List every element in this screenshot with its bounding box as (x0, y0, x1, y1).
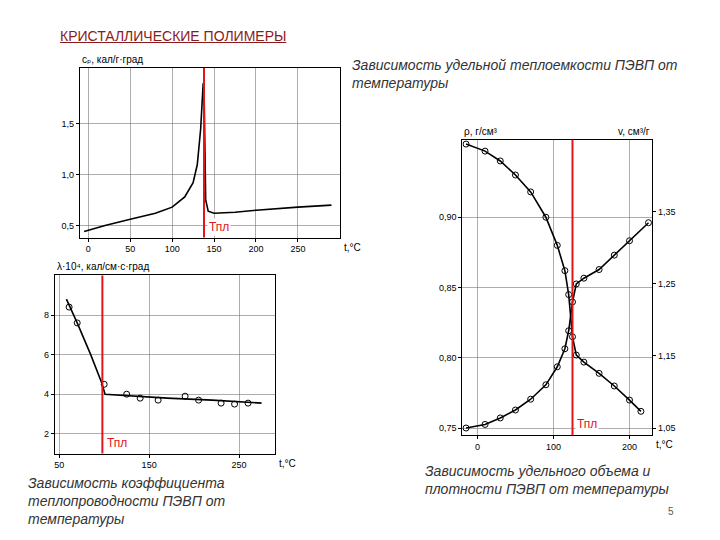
svg-text:λ·10⁴, кал/см·с·град: λ·10⁴, кал/см·с·град (57, 261, 149, 272)
html-text:5: 5 (668, 506, 674, 517)
svg-text:ρ, г/см³: ρ, г/см³ (464, 126, 498, 137)
svg-text:150: 150 (142, 460, 157, 470)
svg-text:cₚ, кал/г·град: cₚ, кал/г·град (82, 54, 143, 65)
svg-text:100: 100 (165, 244, 180, 254)
svg-text:200: 200 (622, 442, 637, 452)
svg-text:50: 50 (54, 460, 64, 470)
svg-text:250: 250 (290, 244, 305, 254)
svg-text:1,0: 1,0 (62, 170, 75, 180)
svg-text:1,5: 1,5 (62, 119, 75, 129)
svg-text:t,°C: t,°C (656, 439, 673, 450)
svg-text:100: 100 (546, 442, 561, 452)
svg-text:0,85: 0,85 (439, 283, 457, 293)
svg-text:t,°C: t,°C (279, 458, 296, 469)
svg-text:0,75: 0,75 (439, 423, 457, 433)
svg-text:50: 50 (125, 244, 135, 254)
svg-text:1,35: 1,35 (658, 207, 676, 217)
svg-text:200: 200 (248, 244, 263, 254)
html-text:Зависимость удельного объема и: Зависимость удельного объема и плотности… (425, 463, 669, 498)
svg-text:0: 0 (475, 442, 480, 452)
svg-text:1,05: 1,05 (658, 423, 676, 433)
svg-text:Тпл: Тпл (209, 220, 229, 234)
svg-text:v, см³/г: v, см³/г (618, 126, 650, 137)
svg-text:250: 250 (232, 460, 247, 470)
svg-text:2: 2 (44, 429, 49, 439)
svg-text:0: 0 (86, 244, 91, 254)
svg-text:0,5: 0,5 (62, 221, 75, 231)
svg-text:1,15: 1,15 (658, 351, 676, 361)
svg-text:150: 150 (207, 244, 222, 254)
svg-text:0,90: 0,90 (439, 212, 457, 222)
svg-text:4: 4 (44, 389, 49, 399)
html-text:КРИСТАЛЛИЧЕСКИЕ ПОЛИМЕРЫ: КРИСТАЛЛИЧЕСКИЕ ПОЛИМЕРЫ (60, 28, 287, 44)
svg-text:0,80: 0,80 (439, 353, 457, 363)
svg-text:Тпл: Тпл (107, 436, 127, 450)
svg-text:Тпл: Тпл (577, 417, 597, 431)
svg-text:1,25: 1,25 (658, 279, 676, 289)
html-text:Зависимость удельной теплоемко: Зависимость удельной теплоемкости ПЭВП о… (352, 57, 678, 92)
svg-text:t,°C: t,°C (344, 242, 361, 253)
html-text:Зависимость коэффициента тепло: Зависимость коэффициента теплопроводност… (28, 475, 226, 528)
svg-text:6: 6 (44, 350, 49, 360)
svg-text:8: 8 (44, 310, 49, 320)
